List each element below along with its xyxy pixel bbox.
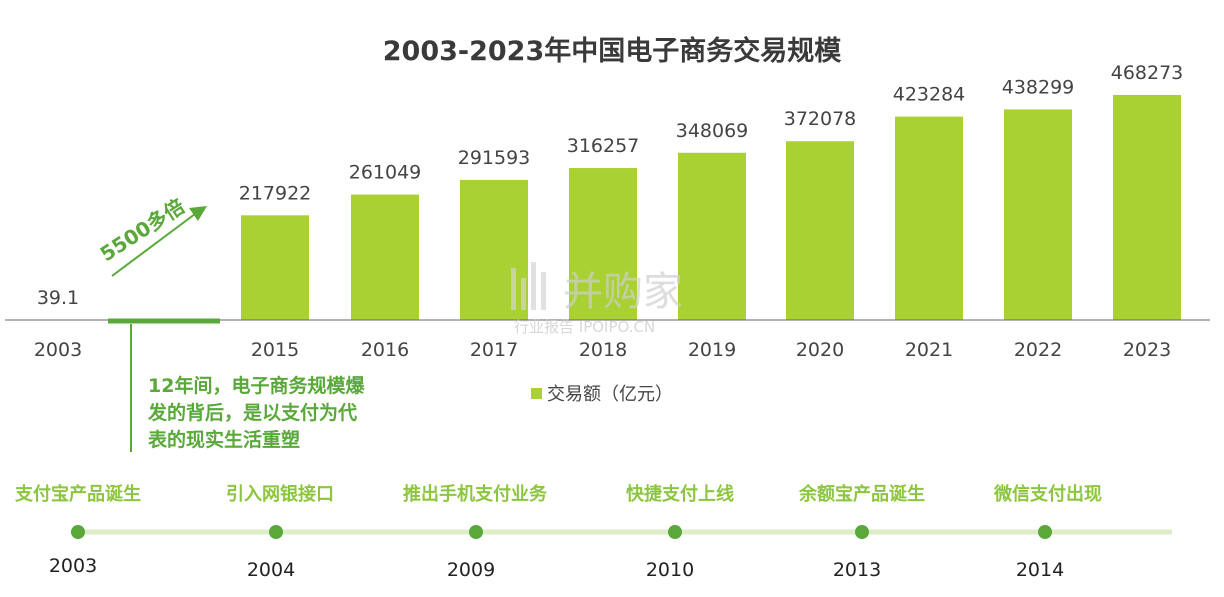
timeline-year-2003: 2003: [49, 555, 97, 577]
x-tick-2003: 2003: [34, 339, 82, 361]
timeline-event-2003: 支付宝产品诞生: [14, 483, 141, 505]
chart-title: 2003-2023年中国电子商务交易规模: [383, 35, 842, 67]
bar-2015: [241, 215, 309, 320]
value-label-2023: 468273: [1111, 62, 1184, 84]
bar-2020: [786, 141, 854, 320]
x-tick-2017: 2017: [470, 339, 518, 361]
value-label-2003: 39.1: [37, 287, 79, 309]
value-label-2016: 261049: [349, 162, 422, 184]
x-tick-2015: 2015: [251, 339, 299, 361]
bar-2016: [351, 194, 419, 320]
timeline-event-2009: 推出手机支付业务: [403, 483, 548, 505]
bar-2021: [895, 116, 963, 320]
legend-swatch: [531, 388, 542, 399]
timeline-year-2009: 2009: [447, 559, 495, 581]
timeline-dot-2003: [71, 525, 85, 539]
timeline-group: 支付宝产品诞生 2003 引入网银接口 2004 推出手机支付业务 2009 快捷支付上线 2…: [14, 483, 1102, 581]
note-line-3: 表的现实生活重塑: [148, 428, 300, 451]
watermark-sub: 行业报告 IPOIPO.CN: [514, 318, 655, 336]
timeline-event-2010: 快捷支付上线: [626, 483, 734, 505]
note-line-1: 12年间，电子商务规模爆: [148, 374, 365, 397]
x-tick-2020: 2020: [796, 339, 844, 361]
timeline-year-2004: 2004: [247, 559, 295, 581]
x-tick-2023: 2023: [1123, 339, 1171, 361]
watermark-logo-icon: [511, 268, 516, 310]
timeline-event-2014: 微信支付出现: [993, 483, 1102, 505]
bar-2023: [1113, 95, 1181, 320]
value-label-2022: 438299: [1002, 76, 1075, 98]
bar-2017: [460, 179, 528, 320]
value-label-2018: 316257: [567, 135, 640, 157]
timeline-event-2013: 余额宝产品诞生: [798, 483, 925, 505]
bar-2019: [678, 152, 746, 320]
note-line-2: 发的背后，是以支付为代: [147, 401, 357, 424]
x-tick-2021: 2021: [905, 339, 953, 361]
timeline-year-2010: 2010: [646, 559, 694, 581]
timeline-dot-2004: [269, 525, 283, 539]
bar-2018: [569, 168, 637, 320]
bar-2022: [1004, 109, 1072, 320]
bars-group: 39.1 2003 217922 2015 261049 2016 291593 2017 31…: [24, 62, 1183, 361]
growth-arrow-head-icon: [189, 206, 207, 221]
timeline-dot-2009: [469, 525, 483, 539]
x-tick-2022: 2022: [1014, 339, 1062, 361]
value-label-2017: 291593: [458, 147, 531, 169]
legend-label: 交易额（亿元）: [547, 384, 673, 405]
value-label-2021: 423284: [893, 84, 966, 106]
timeline-dot-2013: [855, 525, 869, 539]
value-label-2020: 372078: [784, 108, 857, 130]
timeline-event-2004: 引入网银接口: [226, 483, 334, 505]
timeline-year-2013: 2013: [833, 559, 881, 581]
x-tick-2018: 2018: [579, 339, 627, 361]
value-label-2015: 217922: [239, 182, 312, 204]
timeline-dot-2010: [668, 525, 682, 539]
growth-arrow-line: [111, 213, 196, 277]
x-tick-2019: 2019: [688, 339, 736, 361]
timeline-year-2014: 2014: [1016, 559, 1064, 581]
watermark: 并购家 行业报告 IPOIPO.CN: [511, 262, 683, 336]
timeline-dot-2014: [1038, 525, 1052, 539]
watermark-main: 并购家: [563, 269, 683, 315]
x-tick-2016: 2016: [361, 339, 409, 361]
value-label-2019: 348069: [676, 120, 749, 142]
